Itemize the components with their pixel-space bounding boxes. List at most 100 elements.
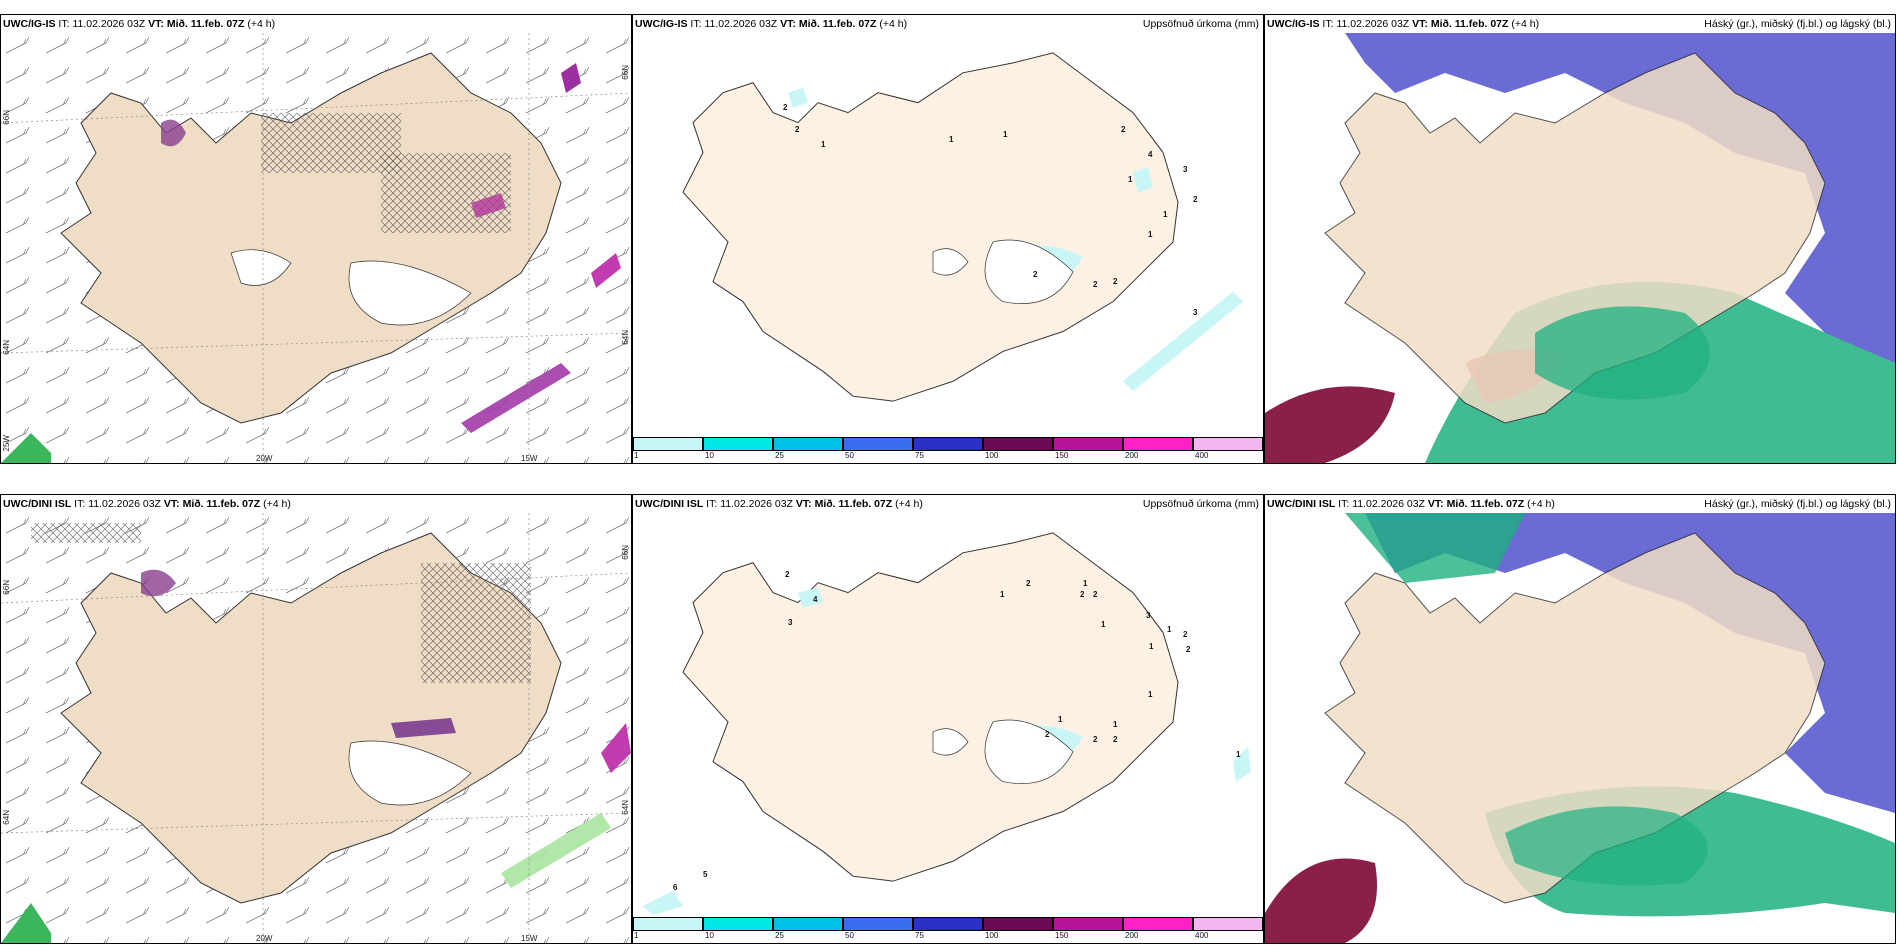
colorbar-segment (1123, 917, 1193, 931)
vt-label: VT: (795, 498, 812, 510)
colorbar-label: 400 (1195, 931, 1209, 940)
precip-title: Uppsöfnuð úrkoma (mm) (1142, 18, 1259, 30)
lat-tick-66n-left: 66N (2, 110, 11, 125)
precip-label: 1 (1083, 579, 1088, 588)
colorbar-segment (1193, 437, 1263, 451)
it-label: IT: (690, 18, 702, 30)
init-time: 11.02.2026 03Z (1336, 18, 1410, 30)
model-name: UWC/IG-IS (1267, 18, 1320, 30)
precip-label: 1 (1148, 690, 1153, 699)
cloud-title: Háský (gr.), miðský (fj.bl.) og lágský (… (1704, 498, 1891, 510)
valid-time: Mið. 11.feb. 07Z (182, 498, 261, 510)
precip-label: 5 (703, 870, 708, 879)
colorbar-segment (773, 917, 843, 931)
precip-map (633, 513, 1263, 915)
it-label: IT: (706, 498, 718, 510)
lat-tick-64n-left: 64N (2, 340, 11, 355)
precip-label: 2 (1045, 730, 1050, 739)
lat-tick-66n-right: 66N (621, 65, 630, 80)
precip-colorbar: 1 10 25 50 75 100 150 200 400 (633, 915, 1263, 943)
colorbar-segment (983, 437, 1053, 451)
vt-label: VT: (1412, 18, 1428, 30)
init-time: 11.02.2026 03Z (1352, 498, 1425, 510)
wind-map (1, 513, 631, 943)
precip-label: 1 (1113, 720, 1118, 729)
it-label: IT: (74, 498, 86, 510)
precip-label: 1 (1101, 620, 1106, 629)
model-name: UWC/DINI ISL (1267, 498, 1336, 510)
colorbar-label: 150 (1055, 931, 1069, 940)
colorbar-segment (1193, 917, 1263, 931)
precip-label: 2 (1093, 280, 1098, 289)
valid-time: Mið. 11.feb. 07Z (166, 18, 245, 30)
precip-label: 2 (1093, 590, 1098, 599)
precip-label: 1 (821, 140, 826, 149)
lon-tick-15w: 15W (521, 454, 538, 463)
colorbar-label: 1 (634, 451, 639, 460)
colorbar-label: 50 (845, 451, 854, 460)
colorbar-segment (1053, 917, 1123, 931)
precip-label: 3 (788, 618, 793, 627)
precip-label: 1 (1236, 750, 1241, 759)
valid-time: Mið. 11.feb. 07Z (798, 18, 877, 30)
precip-label: 1 (1128, 175, 1133, 184)
init-time: 11.02.2026 03Z (72, 18, 146, 30)
vt-label: VT: (148, 18, 164, 30)
precip-label: 6 (673, 883, 678, 892)
colorbar-segment (843, 437, 913, 451)
precip-label: 2 (795, 125, 800, 134)
wind-map-panel-1: UWC/IG-IS IT: 11.02.2026 03Z VT: Mið. 11… (0, 14, 632, 464)
colorbar-segment (633, 917, 703, 931)
model-name: UWC/DINI ISL (3, 498, 72, 510)
colorbar-segment (703, 917, 773, 931)
colorbar-label: 25 (775, 451, 784, 460)
colorbar-segment (773, 437, 843, 451)
colorbar-segment (913, 917, 983, 931)
precip-label: 1 (1148, 230, 1153, 239)
colorbar-label: 75 (915, 451, 924, 460)
colorbar-segment (1053, 437, 1123, 451)
colorbar-label: 50 (845, 931, 854, 940)
precip-label: 2 (1080, 590, 1085, 599)
vt-label: VT: (163, 498, 180, 510)
precip-colorbar: 1 10 25 50 75 100 150 200 400 (633, 435, 1263, 463)
colorbar-label: 100 (985, 451, 999, 460)
precip-map (633, 33, 1263, 435)
it-label: IT: (1338, 498, 1350, 510)
cloud-map (1265, 513, 1895, 943)
wind-map (1, 33, 631, 463)
colorbar-label: 10 (705, 451, 714, 460)
lead-time: (+4 h) (263, 498, 291, 510)
precip-label: 1 (1167, 625, 1172, 634)
colorbar-segment (843, 917, 913, 931)
it-label: IT: (58, 18, 70, 30)
panel-header: UWC/IG-IS IT: 11.02.2026 03Z VT: Mið. 11… (1, 15, 631, 33)
colorbar-label: 200 (1125, 931, 1139, 940)
precip-label: 1 (949, 135, 954, 144)
precip-label: 2 (1183, 630, 1188, 639)
panel-header: UWC/DINI ISL IT: 11.02.2026 03Z VT: Mið.… (1265, 495, 1895, 513)
panel-header: UWC/DINI ISL IT: 11.02.2026 03Z VT: Mið.… (1, 495, 631, 513)
iceland-shape (60, 52, 562, 424)
colorbar-label: 400 (1195, 451, 1209, 460)
precip-label: 2 (783, 103, 788, 112)
precip-label: 4 (813, 595, 818, 604)
precip-label: 3 (1146, 611, 1151, 620)
precip-map-panel-2: UWC/DINI ISL IT: 11.02.2026 03Z VT: Mið.… (632, 494, 1264, 944)
colorbar-segment (983, 917, 1053, 931)
panel-header: UWC/DINI ISL IT: 11.02.2026 03Z VT: Mið.… (633, 495, 1263, 513)
colorbar-label: 25 (775, 931, 784, 940)
precip-label: 2 (1093, 735, 1098, 744)
colorbar-label: 100 (985, 931, 999, 940)
cloud-map-panel-2: UWC/DINI ISL IT: 11.02.2026 03Z VT: Mið.… (1264, 494, 1896, 944)
init-time: 11.02.2026 03Z (704, 18, 778, 30)
lead-time: (+4 h) (247, 18, 276, 30)
model-name: UWC/IG-IS (635, 18, 688, 30)
panel-header: UWC/IG-IS IT: 11.02.2026 03Z VT: Mið. 11… (633, 15, 1263, 33)
precip-label: 4 (1148, 150, 1153, 159)
precip-label: 3 (1193, 308, 1198, 317)
colorbar-label: 1 (634, 931, 639, 940)
precip-label: 3 (1183, 165, 1188, 174)
valid-time: Mið. 11.feb. 07Z (814, 498, 893, 510)
valid-time: Mið. 11.feb. 07Z (1446, 498, 1525, 510)
